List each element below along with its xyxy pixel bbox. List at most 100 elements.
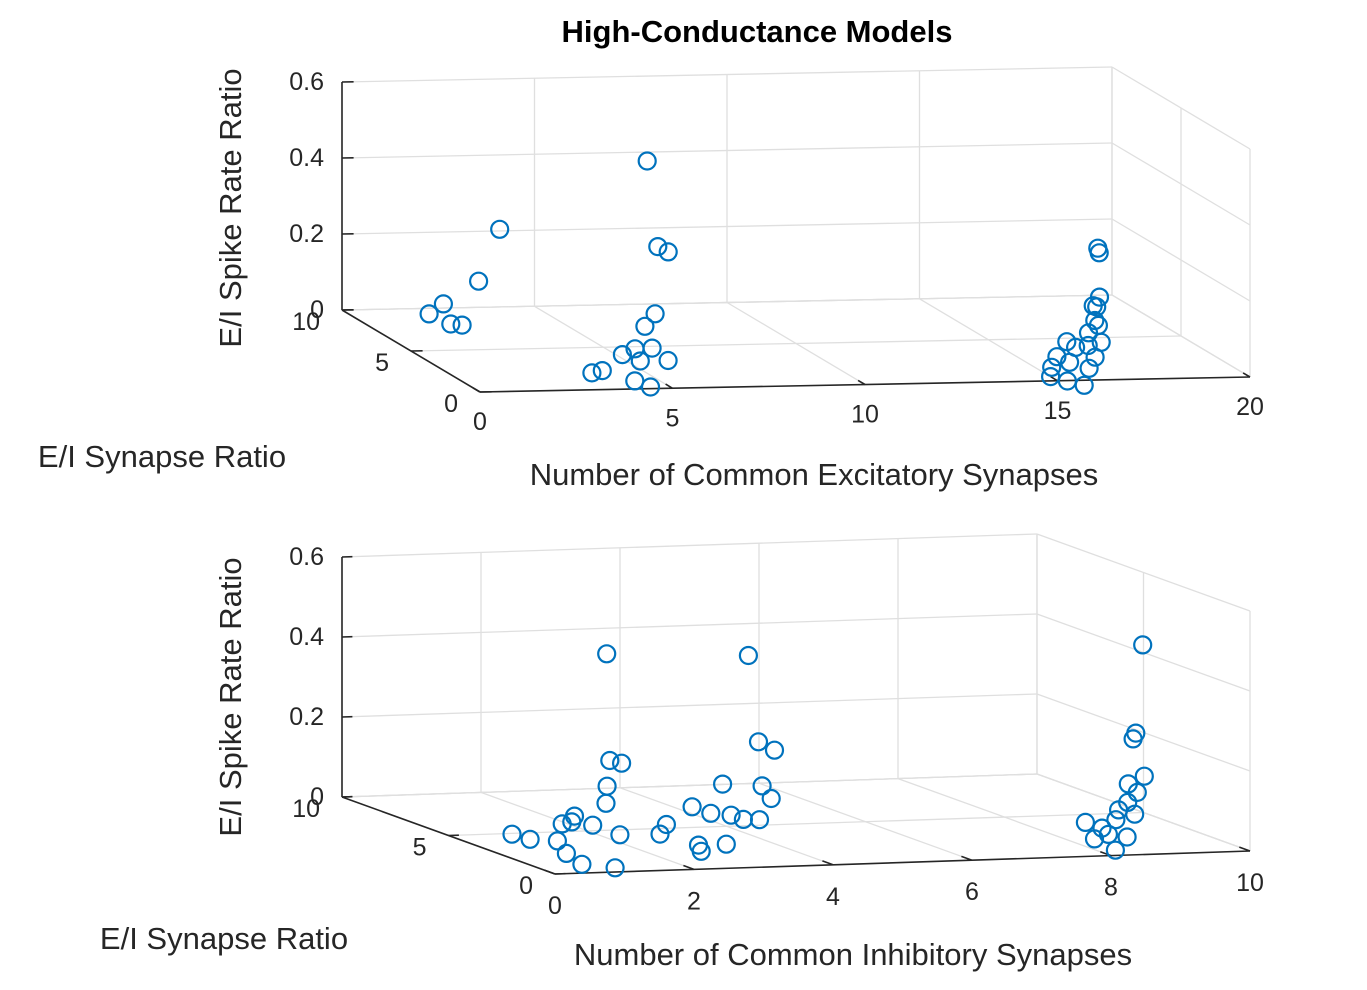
grid-line [341,693,1038,718]
data-point [721,805,741,825]
data-point [642,338,662,358]
data-point [452,315,472,335]
x-tick-mark [544,869,556,875]
x-tick-mark [665,383,673,389]
data-point [701,803,721,823]
bottom-plot-axes [341,555,1251,875]
data-point [556,843,577,864]
grid-line [1111,218,1251,302]
x-tick-mark [1239,846,1251,852]
x-tick-mark [472,387,481,393]
data-point [611,753,632,773]
data-point [520,829,540,849]
data-point [648,237,668,257]
top-plot-axes [341,81,1251,393]
bottom-plot-grid [341,533,1251,875]
data-point [748,732,769,752]
data-point [645,304,665,324]
data-point [1075,812,1096,833]
x-tick-label: 8 [1104,874,1118,902]
data-point [547,831,568,851]
y-tick-label: 5 [413,834,427,862]
y-tick-label: 10 [292,308,320,336]
y-tick-label: 0 [444,390,458,418]
data-point [469,271,489,291]
z-tick-label: 0 [310,783,324,811]
bottom-x-axis-label: Number of Common Inhibitory Synapses [574,937,1132,972]
data-point [1065,337,1086,357]
data-point [1085,310,1105,331]
data-point [1047,347,1067,367]
data-point [712,774,733,794]
data-point [1088,315,1109,335]
x-tick-mark [961,855,973,861]
data-point [582,363,602,383]
x-tick-mark [1050,375,1058,382]
bottom-z-axis-label: E/I Spike Rate Ratio [213,557,248,836]
data-point [650,824,670,844]
z-tick-label: 0.2 [289,220,324,248]
data-point [1126,723,1146,743]
data-point [1133,635,1153,655]
z-tick-label: 0.4 [289,623,324,651]
top-plot-grid [341,66,1251,393]
top-z-axis-label: E/I Spike Rate Ratio [213,68,248,347]
grid-line [1111,66,1251,150]
y-tick-label: 5 [375,349,389,377]
grid-line [341,218,1113,235]
chart-title: High-Conductance Models [562,14,953,49]
bottom-y-axis-label: E/I Synapse Ratio [100,921,348,956]
x-tick-label: 6 [965,878,979,906]
data-point [640,377,661,397]
data-point [419,304,439,324]
data-point [1134,766,1154,786]
data-point [592,361,612,381]
box-edge [341,773,1038,798]
data-point [658,242,678,262]
x-tick-label: 0 [473,408,487,436]
top-y-axis-label: E/I Synapse Ratio [38,439,286,474]
x-tick-label: 0 [548,892,562,920]
data-point [564,806,585,826]
data-point [1125,804,1145,824]
data-point [1092,818,1112,838]
data-point [637,151,657,171]
x-tick-label: 20 [1236,393,1264,421]
data-point [612,345,633,365]
data-point [656,814,677,835]
x-axis-line [554,850,1251,875]
data-point [490,219,510,239]
data-point [1117,827,1137,847]
grid-line [1111,142,1251,226]
data-point [682,797,702,817]
grid-line [341,613,1038,638]
data-point [630,351,650,371]
data-point [716,834,736,854]
data-point [1105,840,1126,860]
data-point [1079,358,1099,378]
x-tick-label: 10 [851,401,879,429]
data-point [1106,810,1126,830]
z-tick-label: 0 [310,296,324,324]
x-tick-mark [683,864,695,871]
grid-line [410,335,1182,352]
data-point [1088,238,1108,258]
grid-line [1036,533,1251,612]
z-tick-label: 0.4 [289,144,324,172]
x-tick-mark [822,860,834,866]
y-tick-label: 0 [519,872,533,900]
box-edge [1111,294,1251,378]
grid-line [341,66,1113,83]
data-point [1042,357,1062,377]
x-tick-label: 15 [1044,397,1072,425]
data-point [1087,297,1107,317]
data-point [433,294,453,314]
data-point [572,854,592,874]
data-point [441,314,461,334]
z-tick-label: 0.6 [289,68,324,96]
x-tick-label: 2 [687,887,701,915]
